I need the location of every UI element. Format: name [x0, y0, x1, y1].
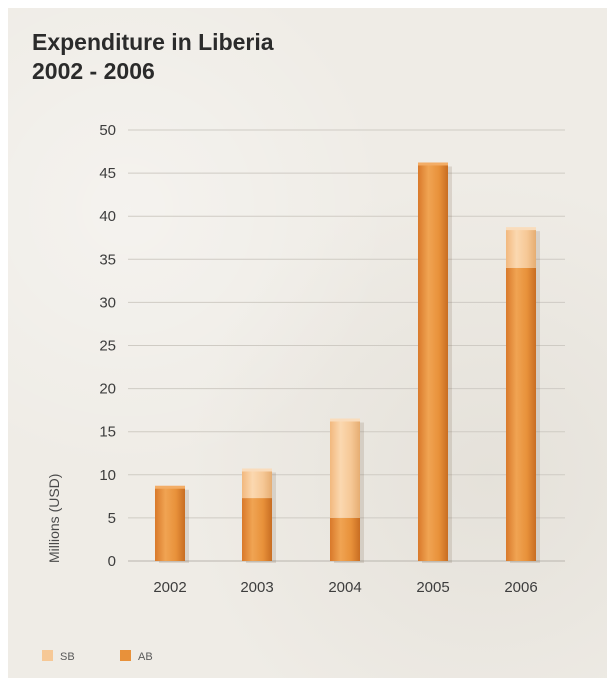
x-tick-label: 2003 — [240, 579, 273, 596]
bar-sb-2003 — [242, 470, 272, 499]
x-tick-label: 2002 — [153, 579, 186, 596]
y-tick-labels: 0 5 10 15 20 25 30 35 40 45 50 — [99, 122, 116, 570]
bar-cap — [506, 227, 536, 231]
y-tick-label: 50 — [99, 122, 116, 139]
bar-ab-2002 — [155, 487, 185, 561]
bars — [155, 162, 540, 564]
bar-ab-2004 — [330, 517, 360, 561]
y-tick-label: 0 — [108, 553, 116, 570]
legend-swatch-ab — [120, 650, 131, 661]
bar-cap — [242, 468, 272, 472]
bar-cap — [330, 418, 360, 422]
x-tick-labels: 2002 2003 2004 2005 2006 — [153, 579, 537, 596]
legend-swatch-sb — [42, 650, 53, 661]
y-tick-label: 5 — [108, 510, 116, 527]
chart-title: Expenditure in Liberia 2002 - 2006 — [32, 28, 274, 86]
y-tick-label: 25 — [99, 338, 116, 355]
bar-sb-2006 — [506, 229, 536, 268]
y-tick-label: 20 — [99, 381, 116, 398]
legend-label-ab: AB — [138, 651, 153, 663]
x-tick-label: 2005 — [416, 579, 449, 596]
y-tick-label: 30 — [99, 294, 116, 311]
bar-cap — [155, 485, 185, 489]
bar-cap — [418, 162, 448, 166]
x-tick-label: 2004 — [328, 579, 361, 596]
y-tick-label: 10 — [99, 467, 116, 484]
bar-ab-2003 — [242, 498, 272, 561]
y-tick-label: 35 — [99, 251, 116, 268]
y-tick-label: 45 — [99, 165, 116, 182]
y-axis-label: Millions (USD) — [46, 474, 62, 563]
chart-title-line-2: 2002 - 2006 — [32, 58, 155, 84]
legend: SB AB — [42, 650, 153, 663]
y-tick-label: 15 — [99, 424, 116, 441]
bar-sb-2004 — [330, 420, 360, 518]
y-tick-label: 40 — [99, 208, 116, 225]
bar-ab-2006 — [506, 267, 536, 561]
chart-title-line-1: Expenditure in Liberia — [32, 29, 274, 55]
x-tick-label: 2006 — [504, 579, 537, 596]
bar-ab-2005 — [418, 164, 448, 562]
legend-label-sb: SB — [60, 651, 75, 663]
